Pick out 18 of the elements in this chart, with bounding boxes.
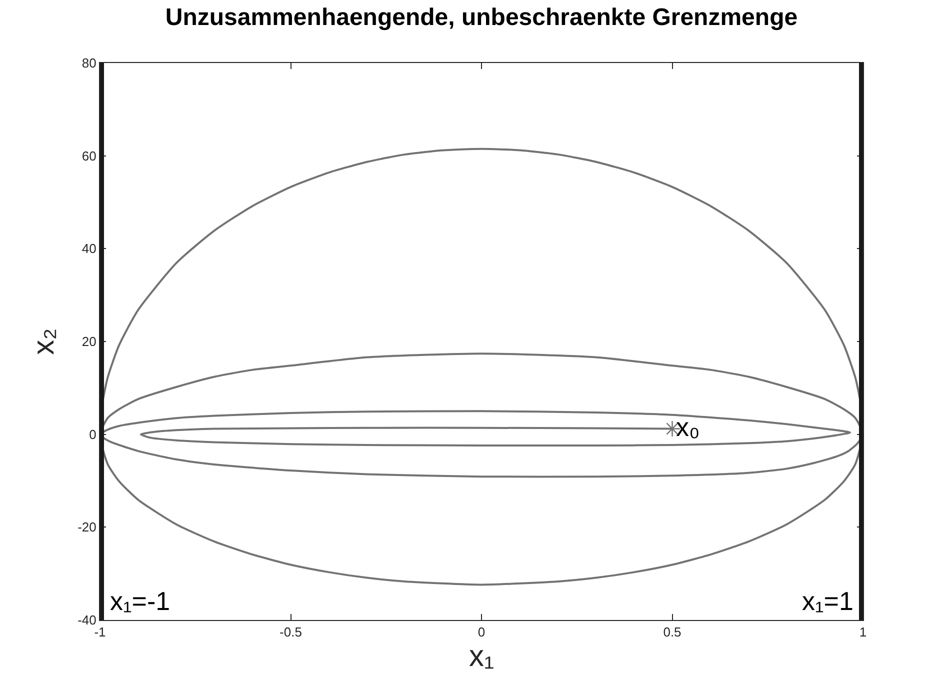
y-tick-label: 60 xyxy=(82,148,96,164)
y-tick-label: 80 xyxy=(82,56,96,71)
y-tick-label: -40 xyxy=(78,612,96,628)
y-tick-label: 40 xyxy=(82,241,96,256)
ref-line-label: x₁=1 xyxy=(802,586,854,616)
x-tick-label: 0 xyxy=(478,624,486,640)
chart-title: Unzusammenhaengende, unbeschraenkte Grenzmenge xyxy=(165,4,798,31)
y-tick-label: 20 xyxy=(82,334,96,350)
y-tick-label: -20 xyxy=(78,520,96,535)
ref-line-label: x₁=-1 xyxy=(110,586,170,616)
annotation: x₀ xyxy=(676,412,700,442)
x-tick-label: 1 xyxy=(859,624,867,640)
x-axis-title: x₁ xyxy=(468,640,494,674)
x-tick-label: -1 xyxy=(94,624,106,640)
x-tick-label: -0.5 xyxy=(280,624,302,640)
y-axis-title: x₂ xyxy=(28,328,61,355)
y-tick-label: 0 xyxy=(89,426,96,442)
x-tick-label: 0.5 xyxy=(663,624,682,640)
